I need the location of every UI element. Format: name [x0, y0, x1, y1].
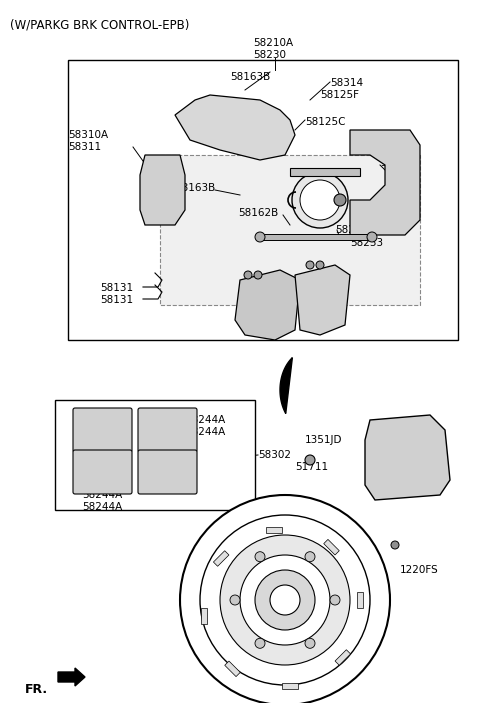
Polygon shape [140, 155, 185, 225]
Bar [214, 550, 229, 567]
Polygon shape [350, 130, 420, 235]
Text: 58310A: 58310A [68, 130, 108, 140]
Text: 58233: 58233 [350, 238, 383, 248]
Circle shape [292, 172, 348, 228]
Circle shape [244, 271, 252, 279]
Circle shape [270, 585, 300, 615]
Polygon shape [175, 95, 295, 160]
Circle shape [255, 552, 265, 562]
Bar [68, 60, 458, 340]
Text: 58161B: 58161B [380, 158, 420, 168]
Text: 58411B: 58411B [255, 520, 295, 530]
Polygon shape [160, 155, 420, 305]
Bar [324, 539, 339, 555]
Text: 58125F: 58125F [320, 90, 359, 100]
Text: 58244A: 58244A [82, 502, 122, 512]
Bar [201, 608, 207, 624]
FancyBboxPatch shape [138, 408, 197, 452]
Circle shape [255, 638, 265, 648]
Circle shape [255, 570, 315, 630]
Circle shape [240, 555, 330, 645]
Circle shape [305, 638, 315, 648]
Bar [357, 592, 363, 608]
FancyBboxPatch shape [73, 408, 132, 452]
Polygon shape [58, 668, 85, 686]
Text: 58230: 58230 [253, 50, 286, 60]
Text: 58244A: 58244A [82, 490, 122, 500]
FancyBboxPatch shape [73, 450, 132, 494]
Bar [225, 661, 240, 676]
Polygon shape [295, 265, 350, 335]
Text: 58210A: 58210A [253, 38, 293, 48]
Circle shape [230, 595, 240, 605]
Circle shape [305, 552, 315, 562]
Bar [282, 683, 298, 689]
Circle shape [180, 495, 390, 703]
Polygon shape [365, 415, 450, 500]
Text: 58314: 58314 [330, 78, 363, 88]
Text: 58163B: 58163B [175, 183, 215, 193]
Circle shape [334, 194, 346, 206]
Text: 58244A: 58244A [185, 427, 225, 437]
Text: 1351JD: 1351JD [305, 435, 343, 445]
Text: 58244A: 58244A [185, 415, 225, 425]
Text: 58311: 58311 [68, 142, 101, 152]
Circle shape [305, 455, 315, 465]
Text: 58162B: 58162B [238, 208, 278, 218]
Text: 58131: 58131 [100, 295, 133, 305]
Circle shape [220, 535, 350, 665]
Text: 51711: 51711 [295, 462, 328, 472]
Text: (W/PARKG BRK CONTROL-EPB): (W/PARKG BRK CONTROL-EPB) [10, 18, 190, 31]
Circle shape [300, 180, 340, 220]
Text: 58163B: 58163B [230, 72, 270, 82]
Text: 58302: 58302 [258, 450, 291, 460]
Circle shape [316, 261, 324, 269]
Circle shape [255, 232, 265, 242]
Text: 58235C: 58235C [335, 225, 375, 235]
Text: FR.: FR. [25, 683, 48, 696]
Bar [260, 234, 370, 240]
Polygon shape [235, 270, 300, 340]
Bar [335, 650, 350, 665]
Circle shape [254, 271, 262, 279]
Text: 58131: 58131 [100, 283, 133, 293]
Polygon shape [280, 358, 292, 413]
Circle shape [391, 541, 399, 549]
Bar [55, 400, 255, 510]
Bar [290, 168, 360, 176]
Bar [266, 527, 282, 533]
FancyBboxPatch shape [138, 450, 197, 494]
Circle shape [306, 261, 314, 269]
Text: 58125C: 58125C [305, 117, 346, 127]
Text: 1220FS: 1220FS [400, 565, 439, 575]
Circle shape [330, 595, 340, 605]
Circle shape [367, 232, 377, 242]
